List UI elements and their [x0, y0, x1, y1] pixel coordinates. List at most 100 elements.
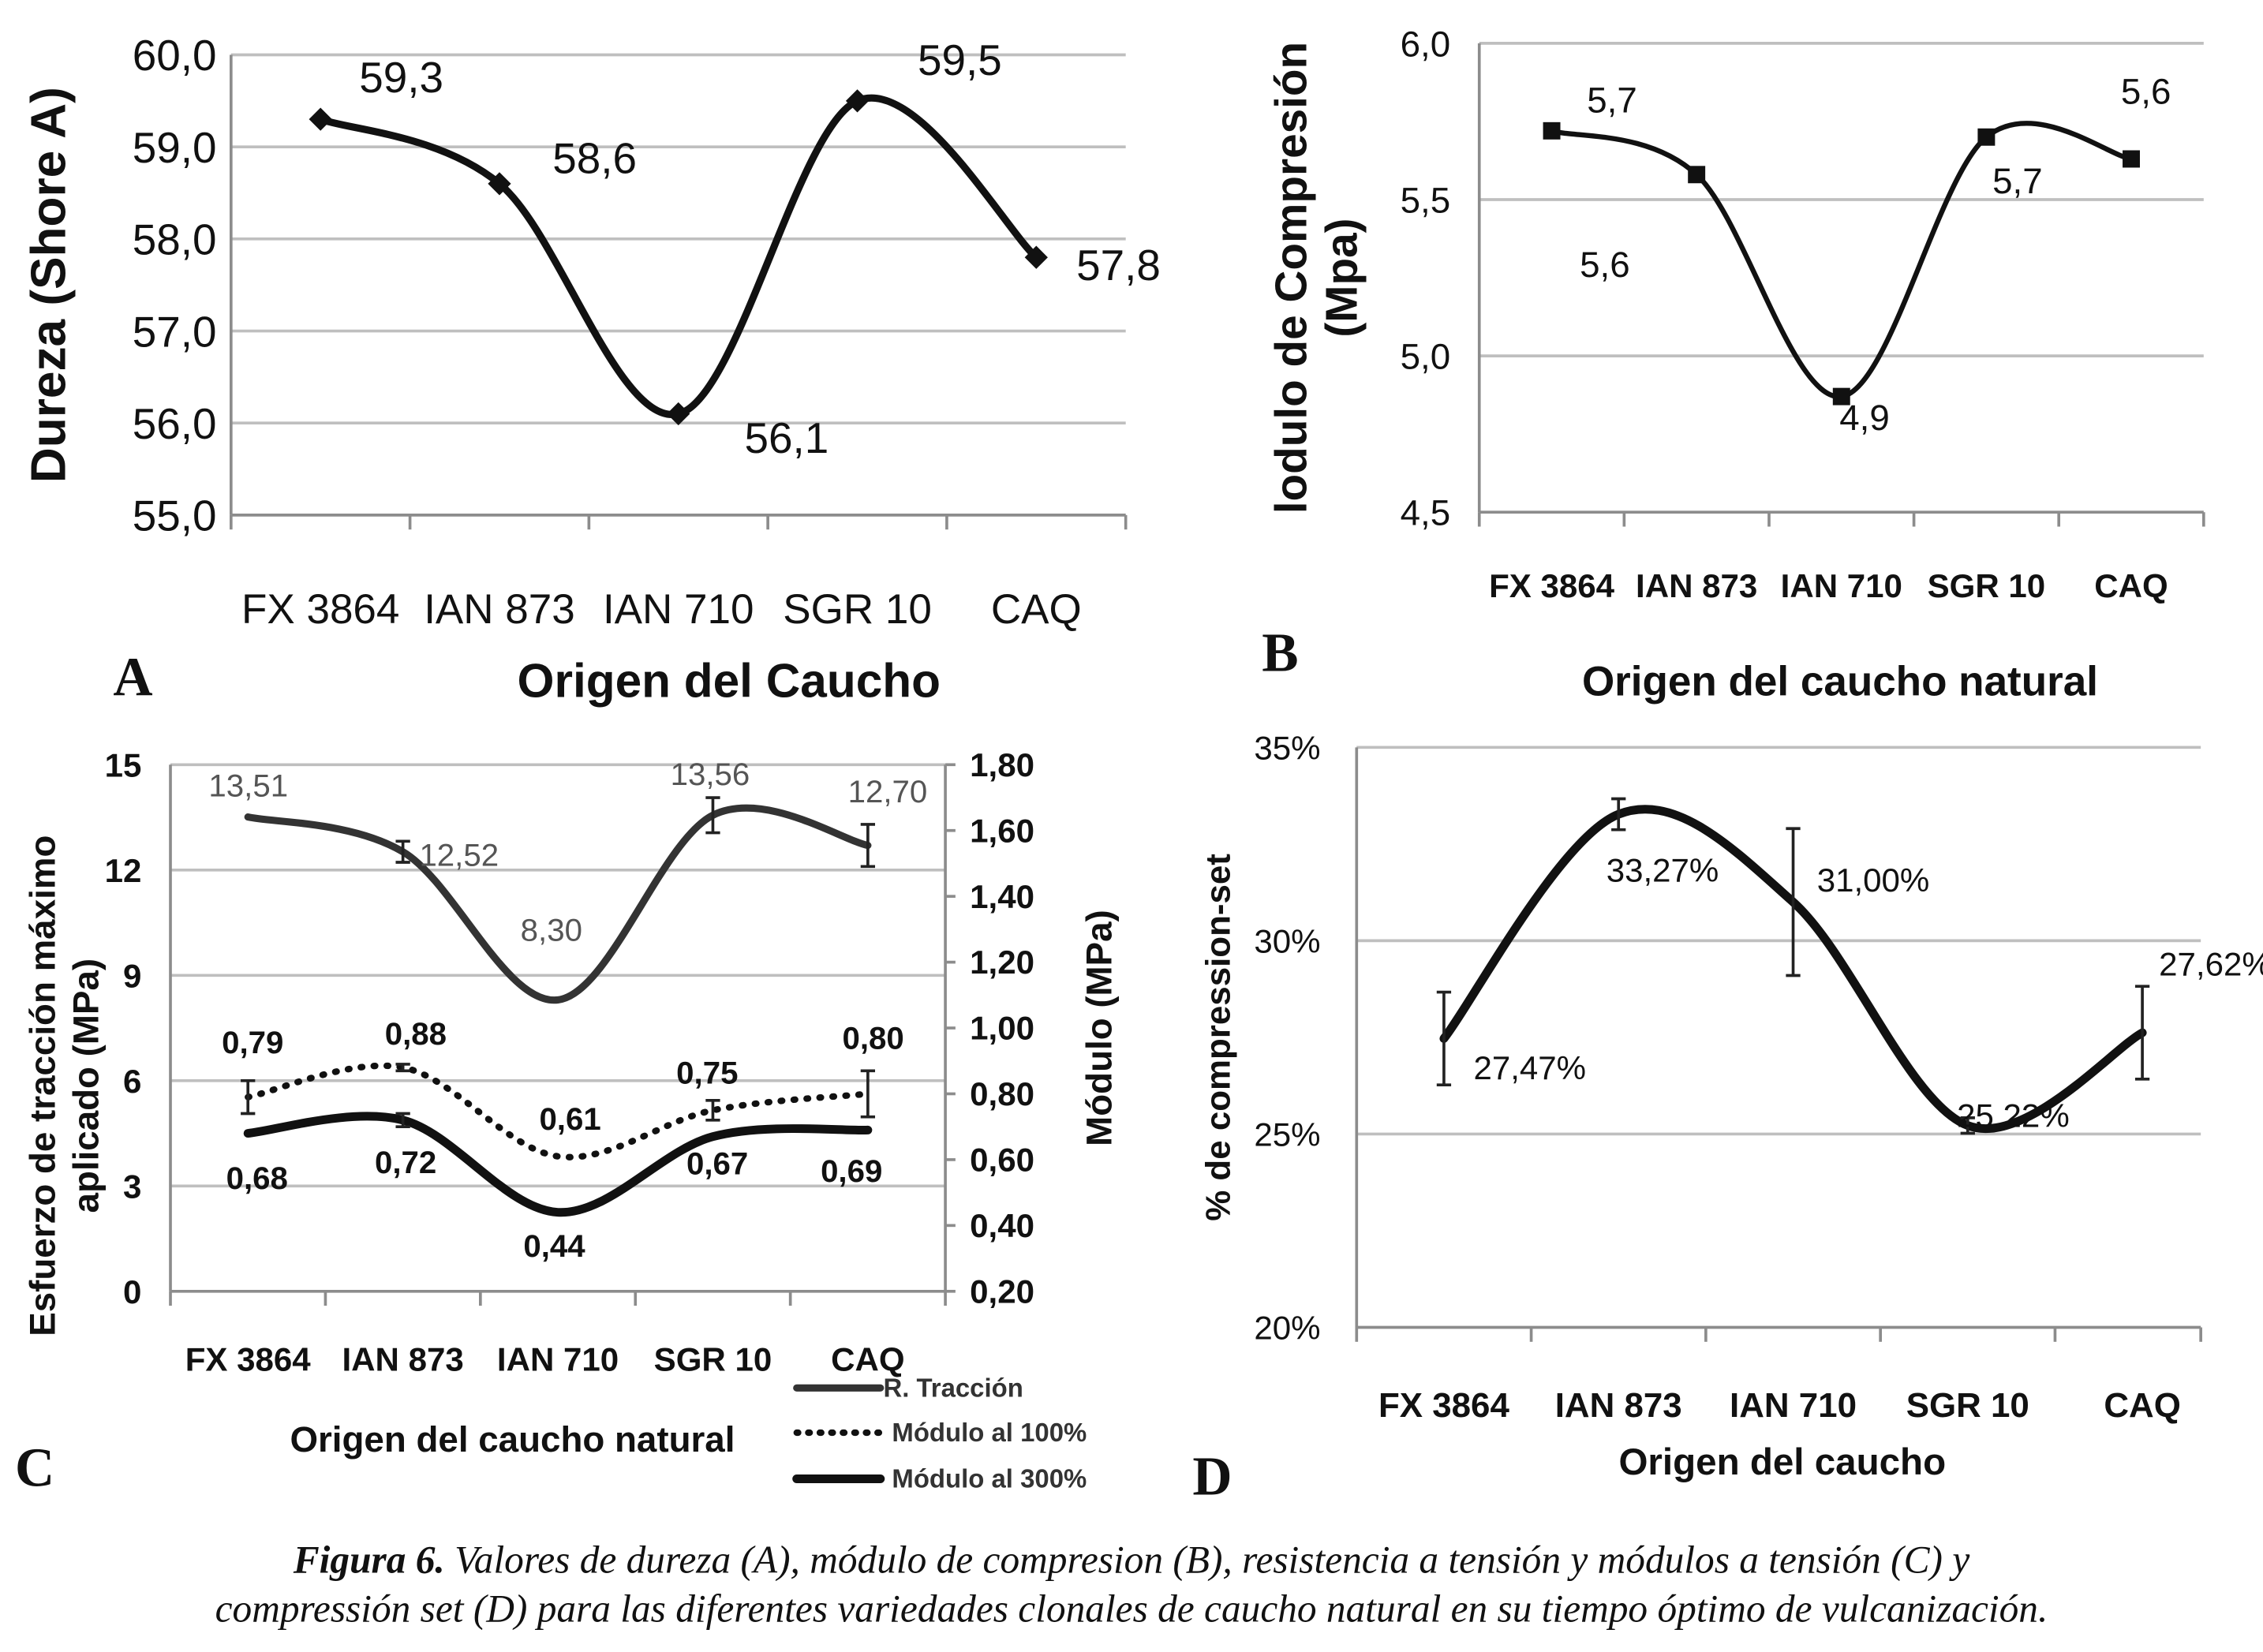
data-point — [1543, 121, 1561, 140]
data-label: 31,00% — [1817, 862, 1930, 899]
y-tick-label: 30% — [1254, 923, 1320, 960]
data-label: 5,6 — [1580, 245, 1630, 285]
y-tick-label: 25% — [1254, 1116, 1320, 1153]
error-bar — [1611, 797, 1626, 832]
data-label: 0,68 — [226, 1161, 288, 1196]
y-tick-label: 56,0 — [133, 399, 217, 448]
data-label: 57,8 — [1076, 241, 1161, 290]
data-label: 0,72 — [375, 1145, 436, 1180]
y-tick-label: 60,0 — [133, 31, 217, 80]
error-bar — [395, 839, 410, 864]
error-bar — [705, 1098, 720, 1122]
x-tick-label: SGR 10 — [1928, 567, 2046, 604]
data-label: 0,69 — [821, 1153, 882, 1189]
data-point — [1977, 128, 1996, 146]
data-label: 25,22% — [1957, 1097, 2070, 1134]
caption-line-2: compressión set (D) para las diferentes … — [215, 1587, 2048, 1631]
x-axis-label: Origen del caucho — [1618, 1441, 1946, 1483]
y-tick-label: 59,0 — [133, 123, 217, 172]
data-label: 8,30 — [521, 912, 582, 947]
legend-label: Módulo al 300% — [892, 1464, 1087, 1493]
x-tick-label: CAQ — [831, 1340, 904, 1377]
y-tick-label: 9 — [123, 957, 141, 994]
x-tick-label: IAN 710 — [603, 586, 754, 633]
y-axis-label: aplicado (MPa) — [66, 959, 107, 1213]
x-tick-label: IAN 710 — [1730, 1386, 1857, 1425]
x-tick-label: SGR 10 — [1906, 1386, 2029, 1425]
y-tick-label-right: 1,80 — [970, 746, 1034, 783]
data-label: 5,6 — [2121, 72, 2171, 112]
x-tick-label: FX 3864 — [1378, 1386, 1509, 1425]
x-tick-label: FX 3864 — [185, 1340, 312, 1377]
panel-letter: D — [1192, 1447, 1232, 1508]
data-label: 0,80 — [843, 1021, 904, 1056]
legend-label: Módulo al 100% — [892, 1418, 1087, 1447]
data-label: 4,9 — [1839, 398, 1890, 438]
data-label: 0,67 — [686, 1146, 748, 1182]
data-point — [309, 107, 332, 131]
panel-B: 4,5 5,0 5,5 6,0 FX 3864 IAN 873 IAN 710 SGR 10 C… — [1262, 24, 2205, 705]
x-axis-label: Origen del caucho natural — [290, 1419, 735, 1460]
y-tick-label: 57,0 — [133, 307, 217, 356]
data-point — [1832, 387, 1850, 406]
x-tick-label: SGR 10 — [654, 1340, 772, 1377]
series-line-r-tracci-n — [244, 804, 872, 1004]
y-tick-label: 20% — [1254, 1310, 1320, 1347]
legend-item: Módulo al 300% — [792, 1464, 1087, 1493]
panel-letter: B — [1262, 622, 1298, 683]
y-tick-label-right: 1,60 — [970, 812, 1034, 849]
data-label: 13,56 — [671, 757, 750, 792]
data-label: 59,5 — [918, 36, 1002, 84]
y-tick-label-right: 0,80 — [970, 1075, 1034, 1112]
legend-item: R. Tracción — [793, 1373, 1023, 1402]
x-tick-label: CAQ — [2104, 1386, 2181, 1425]
y-tick-label: 5,0 — [1401, 337, 1451, 377]
caption-text-1: Valores de dureza (A), módulo de compres… — [445, 1538, 1970, 1581]
x-tick-label: CAQ — [991, 586, 1082, 633]
x-tick-label: IAN 873 — [424, 586, 575, 633]
y-tick-label-right: 1,40 — [970, 878, 1034, 915]
y-axis-label-right: Módulo (MPa) — [1079, 910, 1119, 1146]
data-label: 27,62% — [2159, 945, 2263, 982]
x-tick-label: IAN 873 — [342, 1340, 464, 1377]
y-tick-label: 6 — [123, 1063, 141, 1100]
series-line — [316, 94, 1040, 418]
y-axis-label: (Mpa) — [1317, 218, 1367, 337]
error-bar — [1786, 827, 1801, 977]
panel-C: 0 3 6 9 12 15 0,20 0,40 0,60 0,80 1,00 1,20 1,40 1,60… — [15, 746, 1119, 1499]
legend-label: R. Tracción — [883, 1373, 1023, 1402]
x-tick-label: IAN 873 — [1636, 567, 1757, 604]
y-tick-label: 15 — [105, 746, 142, 783]
data-label: 5,7 — [1992, 161, 2043, 201]
y-tick-label-right: 1,20 — [970, 944, 1034, 981]
y-tick-label-right: 0,40 — [970, 1207, 1034, 1244]
panel-D: 20% 25% 30% 35% FX 3864 IAN 873 IAN 710 SGR 10 C… — [1192, 729, 2263, 1507]
y-tick-label: 55,0 — [133, 491, 217, 540]
x-tick-label: SGR 10 — [783, 586, 932, 633]
data-point — [845, 89, 870, 113]
y-tick-label: 6,0 — [1401, 24, 1451, 64]
y-tick-label: 0 — [123, 1273, 141, 1310]
y-tick-label-right: 0,60 — [970, 1142, 1034, 1179]
y-tick-label-right: 1,00 — [970, 1010, 1034, 1047]
panel-letter: A — [113, 647, 152, 708]
y-axis-label: Dureza (Shore A) — [22, 87, 77, 483]
data-point — [2123, 150, 2140, 168]
caption-line-1: Figura 6. Valores de dureza (A), módulo … — [293, 1538, 1970, 1581]
data-label: 12,70 — [848, 774, 928, 809]
data-label: 58,6 — [552, 133, 637, 182]
data-label: 33,27% — [1607, 851, 1719, 888]
error-bar — [1436, 990, 1452, 1087]
data-label: 12,52 — [419, 837, 499, 873]
x-tick-label: IAN 710 — [1781, 567, 1902, 604]
error-bar — [705, 796, 720, 835]
caption-figure-label: Figura 6. — [293, 1538, 445, 1581]
data-label: 59,3 — [359, 53, 443, 102]
x-tick-label: FX 3864 — [241, 586, 399, 633]
data-point — [488, 172, 511, 196]
y-tick-label: 4,5 — [1401, 493, 1451, 533]
x-tick-label: IAN 710 — [497, 1340, 619, 1377]
data-point — [1688, 166, 1706, 184]
data-label: 56,1 — [745, 413, 829, 462]
